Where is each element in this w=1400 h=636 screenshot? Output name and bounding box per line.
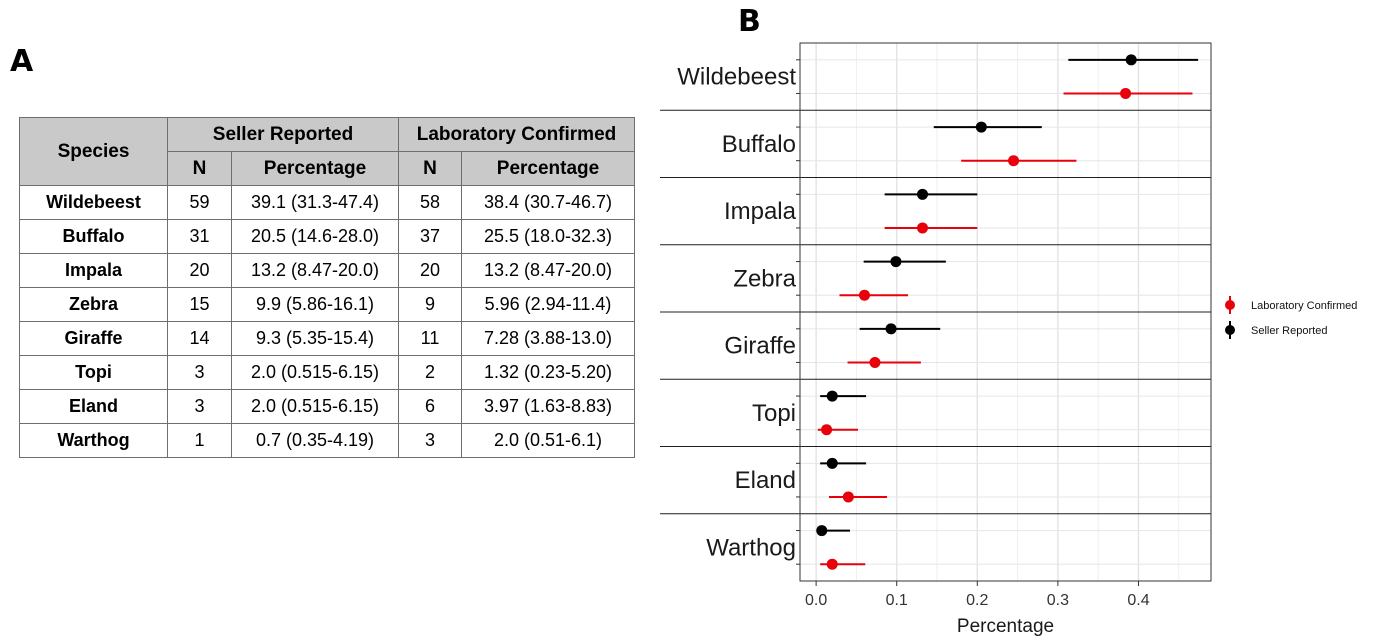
lab-percentage-cell: 38.4 (30.7-46.7) — [461, 185, 635, 220]
header-lab-n: N — [398, 151, 462, 186]
data-point — [858, 289, 870, 301]
data-point — [826, 457, 838, 469]
table-row: Impala 20 13.2 (8.47-20.0) 20 13.2 (8.47-20.… — [19, 253, 635, 288]
table-row: Giraffe 14 9.3 (5.35-15.4) 11 7.28 (3.88-13.… — [19, 321, 635, 356]
legend-label: Seller Reported — [1251, 325, 1327, 337]
panel-a-label: A — [10, 44, 34, 79]
data-point — [826, 390, 838, 402]
data-point — [916, 188, 928, 200]
x-tick-label: 0.0 — [805, 592, 827, 609]
seller-n-cell: 59 — [167, 185, 232, 220]
seller-percentage-cell: 39.1 (31.3-47.4) — [231, 185, 399, 220]
seller-percentage-cell: 2.0 (0.515-6.15) — [231, 355, 399, 390]
species-cell: Buffalo — [19, 219, 168, 254]
species-table: Species Seller Reported Laboratory Confi… — [19, 117, 635, 458]
x-tick-label: 0.2 — [966, 592, 988, 609]
category-label: Giraffe — [724, 333, 796, 360]
lab-percentage-cell: 25.5 (18.0-32.3) — [461, 219, 635, 254]
category-label: Warthog — [706, 534, 796, 561]
legend-key-point — [1225, 300, 1235, 310]
x-axis-title: Percentage — [957, 616, 1054, 636]
data-point — [1120, 87, 1132, 99]
lab-percentage-cell: 5.96 (2.94-11.4) — [461, 287, 635, 322]
lab-n-cell: 11 — [398, 321, 462, 356]
seller-n-cell: 3 — [167, 389, 232, 424]
category-label: Topi — [752, 400, 796, 427]
category-label: Zebra — [733, 265, 796, 292]
header-laboratory-confirmed: Laboratory Confirmed — [398, 117, 635, 152]
species-cell: Topi — [19, 355, 168, 390]
lab-percentage-cell: 2.0 (0.51-6.1) — [461, 423, 635, 458]
header-seller-percentage: Percentage — [231, 151, 399, 186]
table-row: Wildebeest 59 39.1 (31.3-47.4) 58 38.4 (30.7… — [19, 185, 635, 220]
category-label: Impala — [724, 198, 797, 225]
lab-percentage-cell: 1.32 (0.23-5.20) — [461, 355, 635, 390]
species-cell: Warthog — [19, 423, 168, 458]
species-cell: Zebra — [19, 287, 168, 322]
lab-percentage-cell: 13.2 (8.47-20.0) — [461, 253, 635, 288]
lab-n-cell: 37 — [398, 219, 462, 254]
header-seller-reported: Seller Reported — [167, 117, 399, 152]
seller-n-cell: 14 — [167, 321, 232, 356]
category-label: Wildebeest — [677, 64, 796, 91]
table-row: Warthog 1 0.7 (0.35-4.19) 3 2.0 (0.51-6.1) — [19, 423, 635, 458]
data-point — [975, 121, 987, 133]
seller-n-cell: 1 — [167, 423, 232, 458]
seller-n-cell: 20 — [167, 253, 232, 288]
lab-n-cell: 3 — [398, 423, 462, 458]
header-lab-percentage: Percentage — [461, 151, 635, 186]
plot-border — [799, 42, 1212, 582]
data-point — [869, 356, 881, 368]
table-row: Topi 3 2.0 (0.515-6.15) 2 1.32 (0.23-5.20) — [19, 355, 635, 390]
x-tick-label: 0.3 — [1047, 592, 1069, 609]
lab-n-cell: 58 — [398, 185, 462, 220]
x-tick-label: 0.1 — [886, 592, 908, 609]
data-point — [890, 256, 902, 268]
species-cell: Impala — [19, 253, 168, 288]
lab-percentage-cell: 7.28 (3.88-13.0) — [461, 321, 635, 356]
species-cell: Wildebeest — [19, 185, 168, 220]
x-tick-label: 0.4 — [1127, 592, 1149, 609]
seller-percentage-cell: 20.5 (14.6-28.0) — [231, 219, 399, 254]
seller-percentage-cell: 13.2 (8.47-20.0) — [231, 253, 399, 288]
legend-label: Laboratory Confirmed — [1251, 300, 1357, 312]
data-point — [916, 222, 928, 234]
category-label: Buffalo — [722, 131, 796, 158]
data-point — [842, 491, 854, 503]
species-cell: Eland — [19, 389, 168, 424]
lab-n-cell: 20 — [398, 253, 462, 288]
lab-percentage-cell: 3.97 (1.63-8.83) — [461, 389, 635, 424]
panel-b-label: B — [738, 4, 761, 39]
data-point — [816, 525, 828, 537]
data-point — [885, 323, 897, 335]
data-point — [826, 558, 838, 570]
data-point — [821, 424, 833, 436]
category-label: Eland — [735, 467, 796, 494]
header-species: Species — [19, 117, 168, 186]
data-point — [1008, 155, 1020, 167]
table-body: Wildebeest 59 39.1 (31.3-47.4) 58 38.4 (30.7… — [19, 185, 635, 458]
legend-key-point — [1225, 325, 1235, 335]
data-point — [1125, 54, 1137, 66]
header-seller-n: N — [167, 151, 232, 186]
